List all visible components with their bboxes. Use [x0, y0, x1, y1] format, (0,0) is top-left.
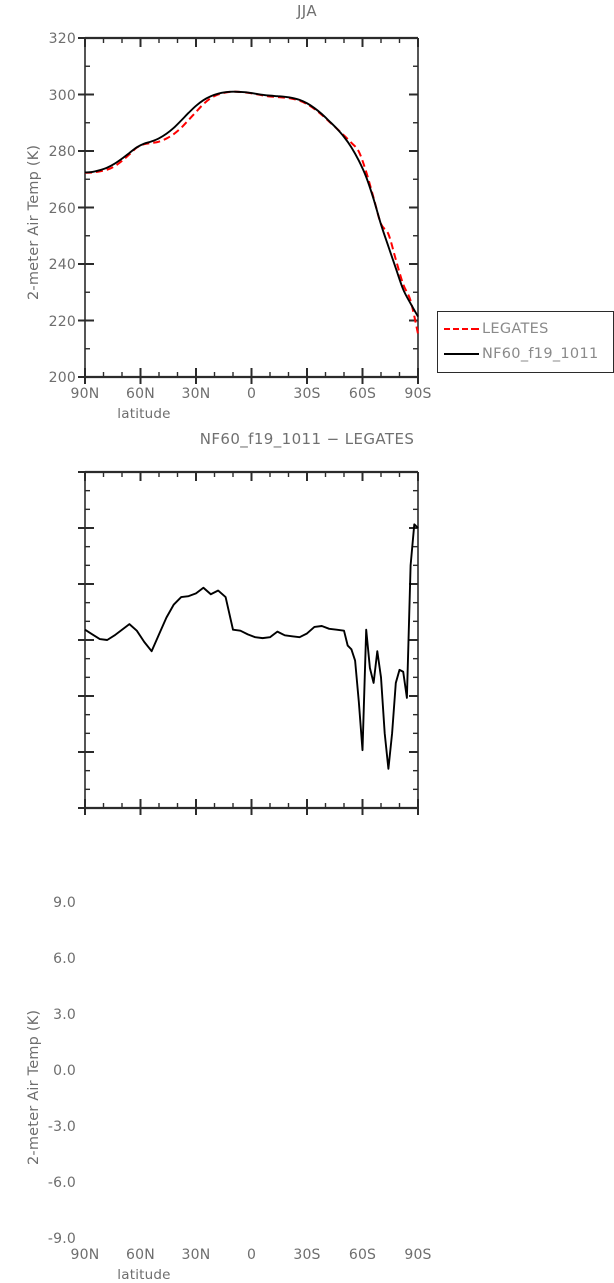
- panel-top-xlabel: latitude: [117, 406, 171, 422]
- panel-bottom-xlabel: latitude: [117, 1267, 171, 1283]
- panel-bottom-xtick-90S: 90S: [404, 1247, 432, 1263]
- panel-top-xtick-0: 0: [246, 386, 257, 402]
- panel-top-xtick-30N: 30N: [181, 386, 211, 402]
- series-line-1: [84, 523, 419, 770]
- panel-top-ytick-280: 280: [48, 144, 76, 160]
- panel-bottom-ytick-9: 9.0: [53, 895, 76, 911]
- series-line-1: [84, 90, 419, 334]
- legend-item-nf60[interactable]: NF60_f19_1011: [444, 345, 599, 363]
- panel-top-xtick-90N: 90N: [70, 386, 100, 402]
- legend-solid-line-icon: [444, 348, 482, 360]
- series-line-2: [84, 90, 419, 318]
- panel-bottom-ylabel: 2-meter Air Temp (K): [26, 1009, 42, 1165]
- panel-top-ytick-200: 200: [48, 370, 76, 386]
- panel-bottom-title: NF60_f19_1011 − LEGATES: [199, 430, 415, 448]
- panel-bottom-plot: [78, 470, 419, 815]
- panel-bottom-xtick-30S: 30S: [293, 1247, 321, 1263]
- panel-bottom-ytick-neg9: -9.0: [47, 1231, 76, 1247]
- panel-bottom-ytick-0: 0.0: [53, 1063, 76, 1079]
- legend-label-legates: LEGATES: [482, 321, 549, 337]
- panel-top-ytick-260: 260: [48, 200, 76, 217]
- panel-bottom-xtick-60N: 60N: [126, 1247, 155, 1263]
- panel-top-ytick-320: 320: [48, 31, 76, 47]
- panel-top-title: JJA: [296, 2, 318, 20]
- panel-bottom-ytick-3: 3.0: [53, 1007, 76, 1023]
- panel-jja: JJA 2-meter Air Temp (K) 320 300 280 260…: [0, 0, 614, 430]
- panel-bottom-xtick-30N: 30N: [181, 1247, 211, 1263]
- legend-label-nf60: NF60_f19_1011: [482, 346, 599, 362]
- legend-dashed-line-icon: [444, 323, 482, 335]
- panel-top-ytick-240: 240: [48, 257, 76, 273]
- panel-top-xtick-60S: 60S: [348, 386, 377, 402]
- panel-difference: NF60_f19_1011 − LEGATES 2-meter Air Temp…: [0, 430, 614, 1283]
- panel-top-ytick-220: 220: [48, 313, 76, 330]
- panel-top-plot: [78, 36, 419, 384]
- panel-bottom-ytick-6: 6.0: [53, 951, 76, 967]
- panel-bottom-xtick-60S: 60S: [348, 1247, 377, 1263]
- panel-bottom-xtick-0: 0: [246, 1247, 257, 1263]
- panel-top-xtick-60N: 60N: [126, 386, 155, 402]
- panel-top-xtick-90S: 90S: [404, 386, 432, 402]
- panel-bottom-ytick-neg6: -6.0: [47, 1175, 76, 1191]
- panel-bottom-xtick-90N: 90N: [70, 1247, 100, 1263]
- legend: LEGATES NF60_f19_1011: [437, 311, 614, 373]
- panel-top-ytick-300: 300: [48, 87, 76, 104]
- panel-bottom-ytick-neg3: -3.0: [47, 1119, 76, 1135]
- panel-top-xtick-30S: 30S: [293, 386, 321, 402]
- legend-item-legates[interactable]: LEGATES: [444, 320, 549, 338]
